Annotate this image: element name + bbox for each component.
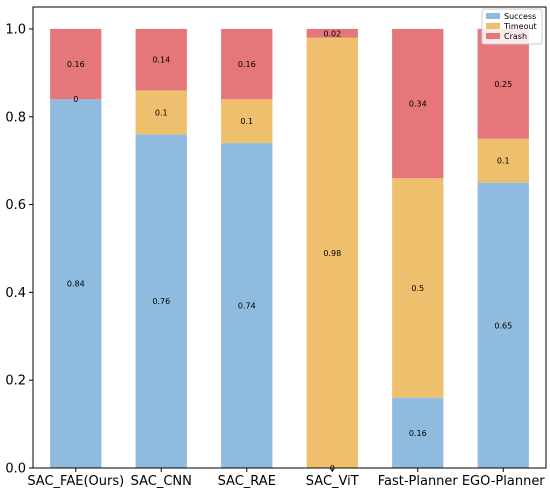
bar-crash-5 (477, 28, 529, 139)
y-tick-label-3: 0.6 (5, 198, 26, 213)
data-label-crash-4: 0.34 (409, 100, 427, 109)
bar-crash-4 (392, 28, 444, 179)
bar-timeout-1 (135, 90, 187, 135)
bar-success-4 (392, 397, 444, 468)
data-label-timeout-4: 0.5 (411, 284, 424, 293)
x-tick-label-1: SAC_CNN (131, 474, 192, 489)
data-label-success-1: 0.76 (152, 297, 170, 306)
data-label-crash-5: 0.25 (494, 80, 512, 89)
bar-success-2 (221, 143, 273, 468)
y-tick-label-0: 0.0 (5, 462, 26, 477)
y-axis: 0.0 0.2 0.4 0.6 0.8 1.0 (5, 22, 33, 477)
x-tick-label-0: SAC_FAE(Ours) (27, 474, 124, 489)
bar-timeout-2 (221, 99, 273, 144)
bar-timeout-3 (306, 37, 358, 468)
x-axis: SAC_FAE(Ours) SAC_CNN SAC_RAE SAC_ViT Fast-P… (27, 468, 545, 489)
legend-label-timeout: Timeout (503, 22, 537, 31)
data-label-crash-0: 0.16 (67, 60, 85, 69)
data-label-success-0: 0.84 (67, 280, 85, 289)
data-label-success-2: 0.74 (238, 302, 256, 311)
data-label-crash-1: 0.14 (152, 56, 170, 65)
bar-success-5 (477, 182, 529, 468)
data-label-timeout-2: 0.1 (240, 117, 253, 126)
plot-frame (32, 6, 547, 469)
data-label-crash-3: 0.02 (323, 29, 341, 38)
y-tick-label-4: 0.8 (5, 110, 26, 125)
x-tick-label-2: SAC_RAE (218, 474, 276, 489)
y-tick-label-1: 0.2 (5, 374, 26, 389)
data-label-timeout-5: 0.1 (497, 157, 510, 166)
x-tick-label-5: EGO-Planner (462, 474, 545, 489)
y-tick-label-5: 1.0 (5, 22, 26, 37)
x-tick-label-3: SAC_ViT (306, 474, 359, 489)
data-label-success-5: 0.65 (494, 321, 512, 330)
data-labels-layer: 0.8400.160.760.10.140.740.10.1600.980.02… (67, 29, 512, 473)
data-label-success-4: 0.16 (409, 429, 427, 438)
bar-crash-3 (306, 28, 358, 38)
legend-swatch-timeout (486, 23, 500, 29)
data-label-timeout-3: 0.98 (323, 249, 341, 258)
bar-crash-2 (221, 28, 273, 100)
bar-success-0 (50, 99, 102, 468)
legend-swatch-success (486, 13, 500, 19)
bars-layer (50, 28, 529, 469)
legend-label-success: Success (504, 12, 536, 21)
bar-timeout-5 (477, 138, 529, 183)
data-label-crash-2: 0.16 (238, 60, 256, 69)
data-label-timeout-0: 0 (73, 95, 78, 104)
bar-success-1 (135, 134, 187, 469)
bar-crash-0 (50, 28, 102, 100)
bar-timeout-4 (392, 178, 444, 398)
legend-label-crash: Crash (504, 32, 527, 41)
x-tick-label-4: Fast-Planner (378, 474, 459, 489)
bar-crash-1 (135, 28, 187, 91)
data-label-timeout-1: 0.1 (155, 108, 168, 117)
legend-swatch-crash (486, 33, 500, 39)
y-tick-label-2: 0.4 (5, 286, 26, 301)
